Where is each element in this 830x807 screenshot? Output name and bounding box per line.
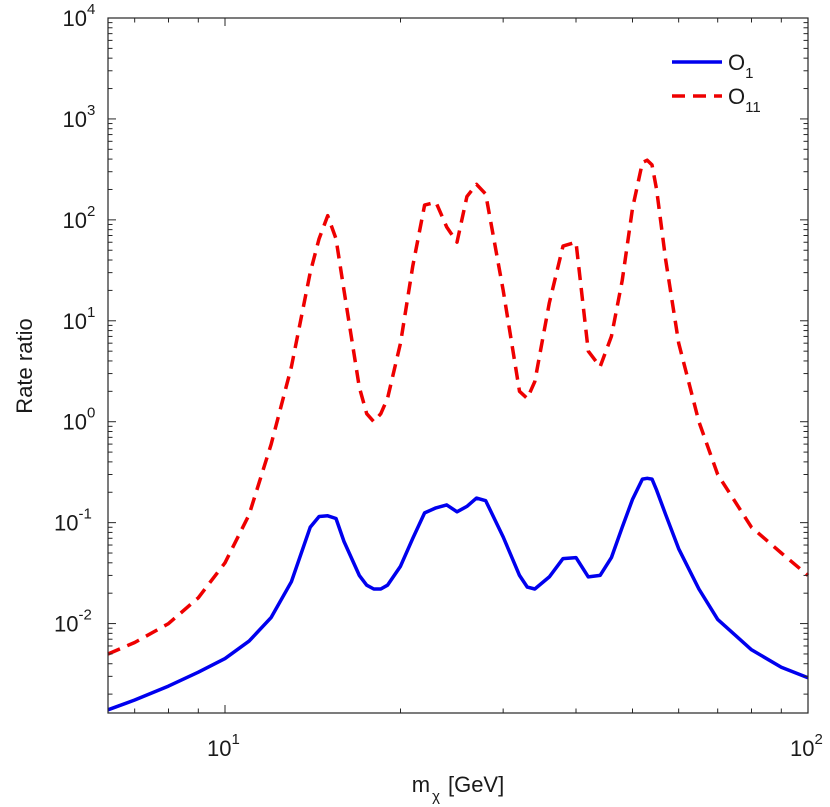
y-tick-label-exponent: -2 [78, 607, 91, 624]
series-layer [107, 158, 810, 712]
y-tick-label-exponent: 1 [87, 304, 95, 321]
x-tick-label-base: 10 [790, 736, 814, 761]
y-tick-label-base: 10 [63, 410, 87, 435]
y-tick-label-exponent: 3 [87, 102, 95, 119]
x-tick-label: 101 [207, 731, 240, 761]
legend: O1 O11 [660, 40, 800, 120]
series-line-o1 [107, 476, 809, 712]
y-tick-label-base: 10 [63, 208, 87, 233]
legend-label-o11: O11 [728, 84, 761, 116]
legend-label-o11-name: O [728, 84, 745, 109]
series-line-o11 [107, 158, 810, 656]
y-tick-label: 10-1 [54, 506, 92, 536]
plot-frame [107, 17, 809, 714]
y-tick-label-exponent: 2 [87, 203, 95, 220]
y-tick-label: 103 [63, 102, 96, 132]
x-tick-label-exponent: 1 [231, 731, 239, 748]
y-tick-label-base: 10 [54, 511, 78, 536]
legend-box [660, 40, 800, 120]
y-tick-label: 102 [63, 203, 96, 233]
y-tick-label-base: 10 [54, 612, 78, 637]
y-tick-label-base: 10 [63, 309, 87, 334]
y-axis-title: Rate ratio [12, 318, 37, 413]
y-tick-label-base: 10 [63, 107, 87, 132]
legend-label-o1: O1 [728, 50, 753, 82]
y-tick-label-exponent: 4 [87, 1, 95, 18]
y-tick-label-exponent: -1 [78, 506, 91, 523]
legend-label-o11-subscript: 11 [745, 99, 761, 116]
x-axis-title-unit: [GeV] [448, 772, 504, 797]
x-tick-label-base: 10 [207, 736, 231, 761]
x-tick-label: 102 [790, 731, 823, 761]
y-tick-label: 10-2 [54, 607, 92, 637]
y-tick-label: 104 [63, 1, 96, 31]
y-tick-label: 100 [63, 405, 96, 435]
y-tick-label: 101 [63, 304, 96, 334]
y-tick-label-exponent: 0 [87, 405, 95, 422]
x-axis-title-symbol: m [412, 772, 430, 797]
legend-label-o1-name: O [728, 50, 745, 75]
x-axis-title-subscript: χ [432, 788, 440, 805]
x-axis-title: m χ [GeV] [412, 772, 504, 805]
x-tick-label-exponent: 2 [814, 731, 822, 748]
axes-layer [107, 17, 809, 714]
legend-label-o1-subscript: 1 [745, 65, 753, 82]
y-tick-label-base: 10 [63, 6, 87, 31]
